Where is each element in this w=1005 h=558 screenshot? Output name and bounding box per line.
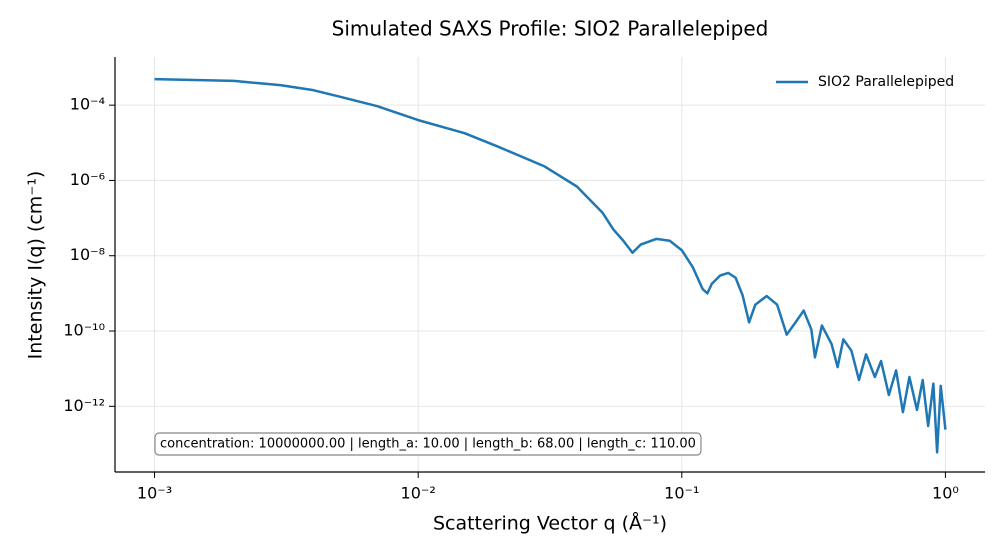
x-tick-label: 10⁰ [932,484,959,503]
x-axis-label: Scattering Vector q (Å⁻¹) [433,512,667,535]
annotation-box [154,432,702,456]
chart-title: Simulated SAXS Profile: SIO2 Parallelepi… [332,17,769,41]
y-tick-label: 10⁻⁸ [70,245,105,264]
y-tick-label: 10⁻¹² [63,396,105,415]
y-axis-label: Intensity I(q) (cm⁻¹) [25,171,47,360]
x-tick-label: 10⁻¹ [664,484,699,503]
data-line [154,77,947,454]
x-tick-label: 10⁻³ [137,484,172,503]
y-tick-label: 10⁻⁴ [70,95,105,114]
annotation: concentration: 10000000.00 | length_a: 1… [160,437,696,452]
y-tick-label: 10⁻⁶ [70,170,105,189]
x-tick-label: 10⁻² [401,484,436,503]
legend-label: SIO2 Parallelepiped [818,74,954,90]
y-tick-label: 10⁻¹⁰ [63,321,105,340]
